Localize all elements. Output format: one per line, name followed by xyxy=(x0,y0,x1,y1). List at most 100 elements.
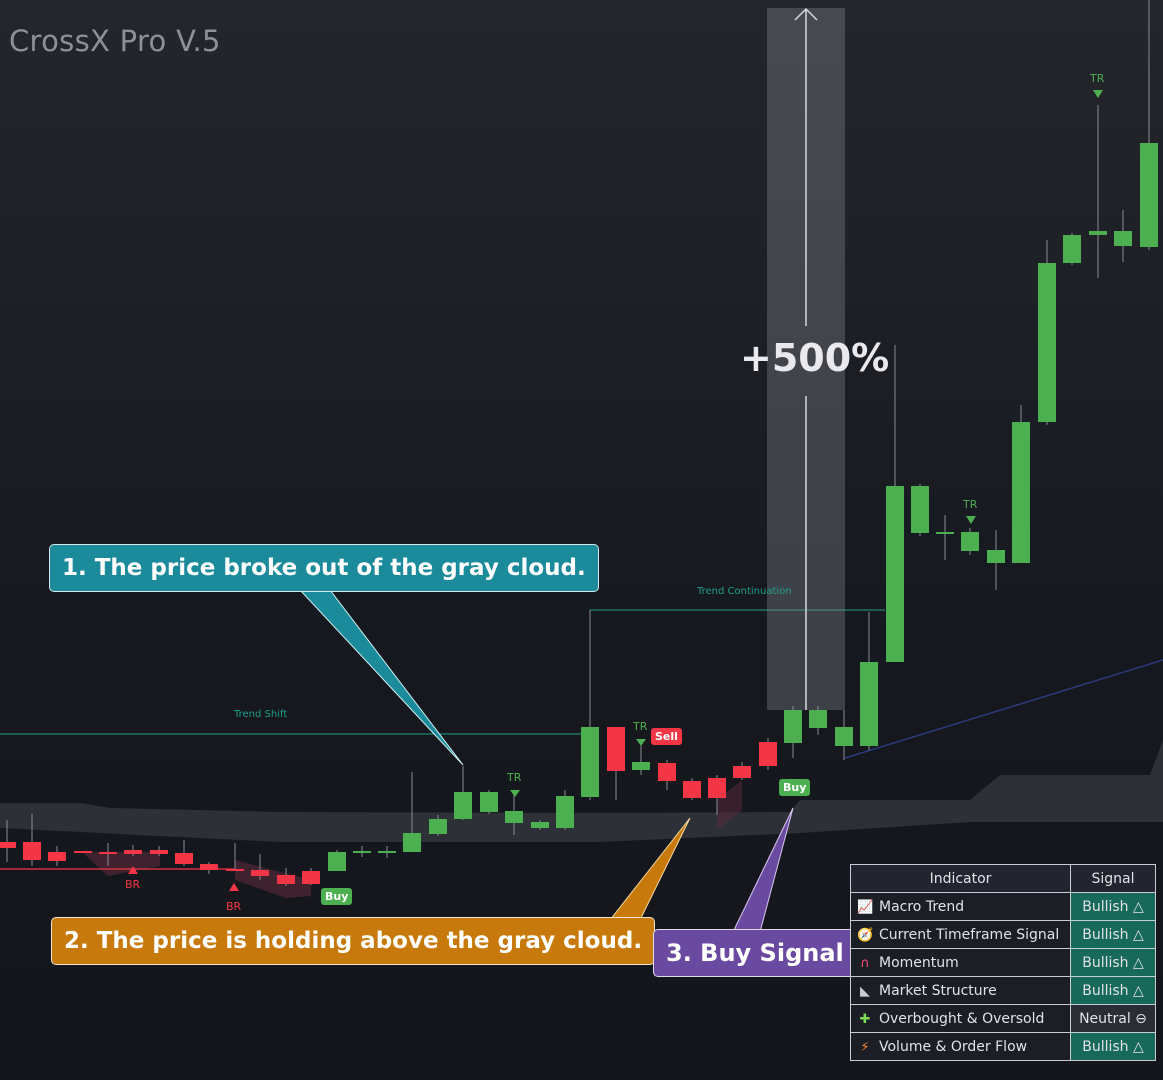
lightning-icon: ⚡ xyxy=(860,1039,870,1055)
tr-label: TR xyxy=(633,720,648,733)
bear-zone xyxy=(235,860,311,898)
candle-body xyxy=(124,850,142,854)
candle-body xyxy=(987,550,1005,563)
bullish-candle xyxy=(403,772,421,852)
candle-body xyxy=(607,727,625,771)
bearish-candle xyxy=(124,845,142,856)
callout-breakout: 1. The price broke out of the gray cloud… xyxy=(49,544,599,592)
candle-body xyxy=(403,833,421,852)
bullish-candle xyxy=(632,745,650,775)
candle-body xyxy=(353,851,371,853)
candle-body xyxy=(454,792,472,819)
indicator-name: Overbought & Oversold xyxy=(879,1010,1045,1027)
indicator-name: Current Timeframe Signal xyxy=(879,926,1060,943)
candle-body xyxy=(378,851,396,853)
candle-body xyxy=(911,486,929,533)
bullish-candle xyxy=(328,850,346,871)
bullish-candle xyxy=(531,820,549,830)
candle-body xyxy=(0,842,16,848)
bullish-candle xyxy=(480,790,498,814)
br-label: BR xyxy=(125,878,141,891)
bearish-candle xyxy=(48,846,66,866)
candle-body xyxy=(581,727,599,797)
buy-signal-badge: Buy xyxy=(321,888,353,905)
bullish-candle xyxy=(809,706,827,735)
signal-cell: Neutral ⊖ xyxy=(1070,1004,1156,1033)
indicator-name: Volume & Order Flow xyxy=(879,1038,1028,1055)
candle-body xyxy=(733,766,751,778)
indicator-name: Momentum xyxy=(879,954,959,971)
bullish-candle xyxy=(961,528,979,555)
candle-body xyxy=(683,781,701,798)
bearish-candle xyxy=(150,846,168,856)
table-header: Indicator Signal xyxy=(850,864,1156,893)
indicator-cell: ◣ Market Structure xyxy=(850,976,1071,1005)
indicator-cell: 📈 Macro Trend xyxy=(850,892,1071,921)
bullish-candle xyxy=(1038,240,1056,425)
trend-line xyxy=(844,659,1163,759)
chart-increasing-icon: 📈 xyxy=(857,899,874,915)
bullish-candle xyxy=(378,846,396,858)
candle-body xyxy=(835,727,853,746)
indicator-title: CrossX Pro V.5 xyxy=(9,24,221,58)
magnet-icon: ∩ xyxy=(860,955,870,971)
bullish-candle xyxy=(860,612,878,750)
bearish-candle xyxy=(683,778,701,800)
bearish-candle xyxy=(708,775,726,815)
header-signal: Signal xyxy=(1070,864,1156,893)
candle-body xyxy=(1114,231,1132,246)
bullish-candle xyxy=(1012,405,1030,563)
candle-body xyxy=(328,852,346,871)
bearish-candle xyxy=(277,868,295,886)
candle-body xyxy=(708,778,726,798)
puzzle-icon: ✚ xyxy=(859,1011,871,1027)
bullish-candle xyxy=(353,846,371,857)
candle-body xyxy=(277,875,295,884)
candle-body xyxy=(251,870,269,876)
bullish-candle xyxy=(936,515,954,560)
bullish-candle xyxy=(1089,105,1107,278)
triangle-ruler-icon: ◣ xyxy=(860,983,870,999)
candle-body xyxy=(658,763,676,781)
table-row: ◣ Market Structure Bullish △ xyxy=(850,976,1156,1005)
candle-body xyxy=(74,851,92,853)
tr-label: TR xyxy=(1090,72,1105,85)
indicator-cell: ✚ Overbought & Oversold xyxy=(850,1004,1071,1033)
candle-body xyxy=(886,486,904,662)
indicator-cell: ⚡ Volume & Order Flow xyxy=(850,1032,1071,1061)
candle-body xyxy=(99,852,117,854)
bearish-candle xyxy=(607,727,625,800)
tr-marker-icon xyxy=(1093,90,1103,98)
bullish-candle xyxy=(835,710,853,760)
bearish-candle xyxy=(99,843,117,866)
bearish-candle xyxy=(759,738,777,770)
candle-body xyxy=(1012,422,1030,563)
bearish-candle xyxy=(200,862,218,874)
candle-body xyxy=(860,662,878,746)
tr-label: TR xyxy=(963,498,978,511)
candle-body xyxy=(1063,235,1081,263)
indicator-cell: ∩ Momentum xyxy=(850,948,1071,977)
buy-signal-badge: Buy xyxy=(779,779,811,796)
callout-buy-signal: 3. Buy Signal xyxy=(653,929,857,977)
table-row: ∩ Momentum Bullish △ xyxy=(850,948,1156,977)
candle-body xyxy=(759,742,777,766)
signal-cell: Bullish △ xyxy=(1070,892,1156,921)
bearish-candle xyxy=(226,843,244,871)
bullish-candle xyxy=(911,484,929,536)
bearish-candle xyxy=(175,840,193,866)
table-row: 🧭 Current Timeframe Signal Bullish △ xyxy=(850,920,1156,949)
bullish-candle xyxy=(505,795,523,835)
bear-zone xyxy=(717,780,742,830)
gain-percent: +500% xyxy=(740,336,890,380)
bearish-candle xyxy=(74,851,92,853)
candle-body xyxy=(200,864,218,870)
candle-body xyxy=(429,819,447,834)
candle-body xyxy=(302,871,320,884)
tr-marker-icon xyxy=(510,790,520,797)
br-label: BR xyxy=(226,900,242,913)
callout-holding: 2. The price is holding above the gray c… xyxy=(51,917,656,965)
bullish-candle xyxy=(1114,210,1132,262)
signal-cell: Bullish △ xyxy=(1070,920,1156,949)
arrow-head-icon xyxy=(794,7,818,21)
